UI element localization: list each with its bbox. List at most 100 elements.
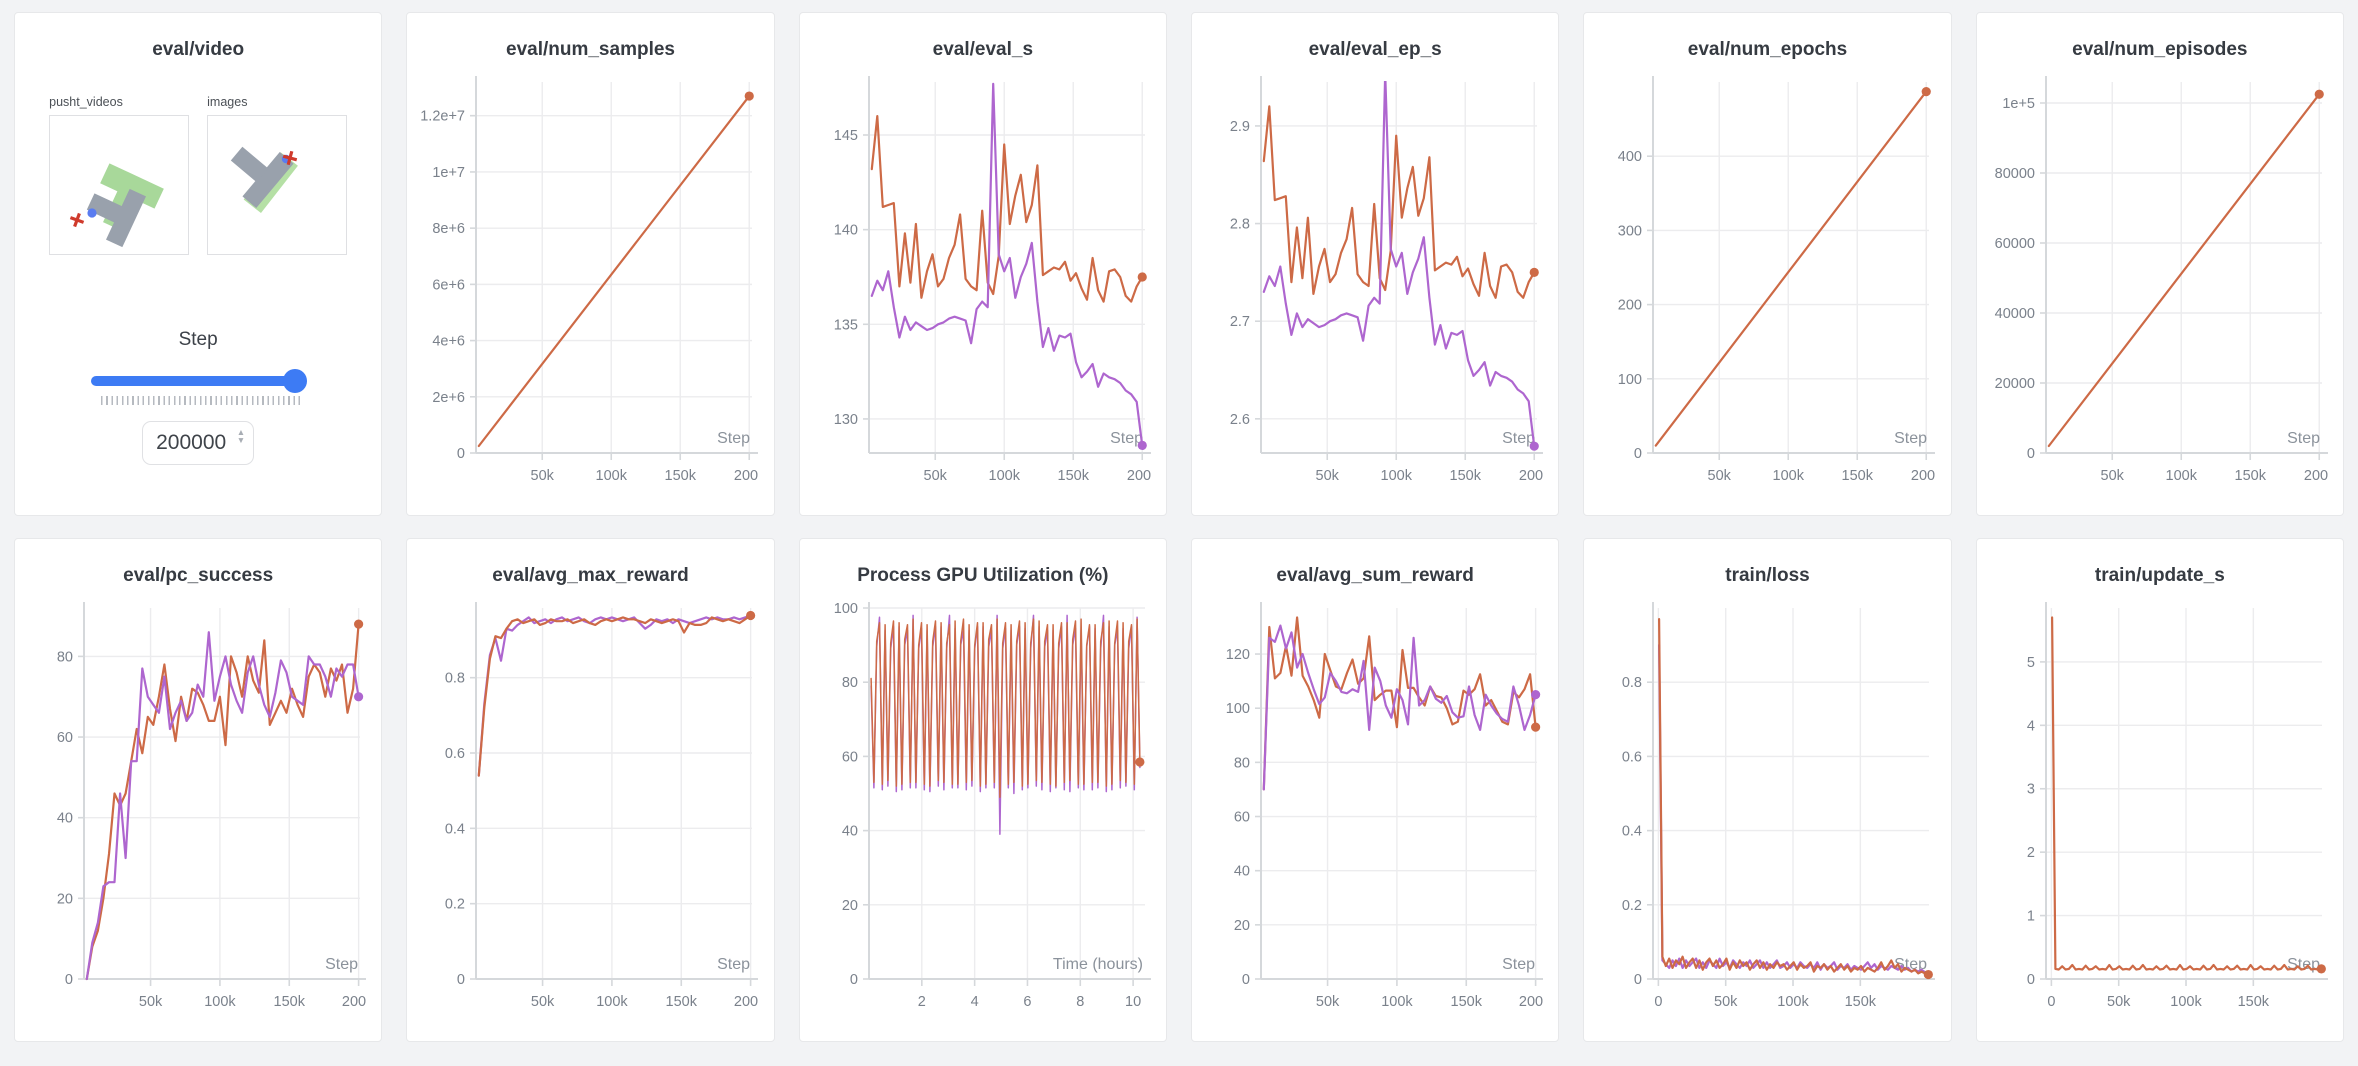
- x-axis-label: Step: [1502, 430, 1535, 447]
- svg-text:80: 80: [57, 649, 73, 665]
- panel-eval-num-samples: eval/num_samples 0 2e+6 4e+6 6e+6 8e+6 1e+7 1.2…: [406, 12, 775, 516]
- series-run: [1655, 90, 1928, 447]
- svg-text:50k: 50k: [1708, 468, 1732, 484]
- svg-text:100: 100: [834, 601, 858, 617]
- svg-text:50k: 50k: [2107, 994, 2131, 1010]
- step-slider[interactable]: [91, 368, 308, 393]
- svg-text:5: 5: [2027, 655, 2035, 671]
- svg-text:130: 130: [834, 412, 858, 428]
- series-run-orange: [870, 114, 1144, 303]
- chart-eval-num-epochs[interactable]: 0 100 200 300 400 50k 100k 150k 200 Step: [1595, 67, 1939, 501]
- svg-text:200: 200: [342, 994, 366, 1010]
- svg-text:80: 80: [1234, 755, 1250, 771]
- svg-text:50k: 50k: [1316, 994, 1340, 1010]
- svg-text:50k: 50k: [139, 994, 163, 1010]
- slider-track[interactable]: [91, 375, 306, 386]
- step-increment-icon[interactable]: ▲: [236, 426, 246, 437]
- svg-text:50k: 50k: [531, 994, 555, 1010]
- pusht-video-thumbnail[interactable]: [49, 114, 190, 255]
- svg-text:3: 3: [2027, 782, 2035, 798]
- svg-text:100k: 100k: [596, 468, 628, 484]
- step-slider-label: Step: [178, 328, 218, 350]
- svg-text:100k: 100k: [1778, 994, 1810, 1010]
- series-run-purple: [1262, 624, 1537, 791]
- svg-text:150k: 150k: [1450, 468, 1482, 484]
- chart-title: eval/num_samples: [506, 39, 675, 60]
- svg-text:400: 400: [1618, 149, 1642, 165]
- svg-text:40: 40: [57, 811, 73, 827]
- images-thumbnail[interactable]: [207, 114, 348, 255]
- series-run-orange: [478, 614, 753, 777]
- chart-eval-num-episodes[interactable]: 0 20000 40000 60000 80000 1e+5 50k 100k 150k 200 S…: [1988, 67, 2332, 501]
- chart-eval-num-samples[interactable]: 0 2e+6 4e+6 6e+6 8e+6 1e+7 1.2e+7 50k 100k 150k 20…: [418, 67, 762, 501]
- svg-text:2.6: 2.6: [1230, 412, 1250, 428]
- chart-train-loss[interactable]: 0 0.2 0.4 0.6 0.8 0 50k 100k 150k Step: [1595, 593, 1939, 1027]
- step-input-wrap: ▲ ▼: [142, 420, 255, 465]
- svg-text:4: 4: [970, 994, 978, 1010]
- slider-knob[interactable]: [283, 368, 308, 393]
- media-row: pusht_videos: [49, 95, 348, 255]
- svg-text:150k: 150k: [666, 994, 698, 1010]
- panel-eval-video: eval/video pusht_videos: [14, 12, 383, 516]
- svg-text:20000: 20000: [1995, 376, 2035, 392]
- svg-text:50k: 50k: [531, 468, 555, 484]
- chart-process-gpu-utilization[interactable]: 0 20 40 60 80 100 2 4 6 8 10 Time (hours): [811, 593, 1155, 1027]
- chart-eval-eval-s[interactable]: 130 135 140 145 50k 100k 150k 200 Step: [811, 67, 1155, 501]
- svg-text:200: 200: [1911, 468, 1935, 484]
- chart-eval-avg-max-reward[interactable]: 0 0.2 0.4 0.6 0.8 50k 100k 150k 200 Step: [418, 593, 762, 1027]
- svg-text:150k: 150k: [665, 468, 697, 484]
- chart-title: Process GPU Utilization (%): [857, 565, 1109, 586]
- series-run-purple: [85, 630, 360, 980]
- panel-eval-eval-s: eval/eval_s 130 135 140 145 50k 100k 150k 200 Ste…: [798, 12, 1167, 516]
- svg-text:60: 60: [1234, 809, 1250, 825]
- svg-text:150k: 150k: [1845, 994, 1877, 1010]
- svg-text:2: 2: [2027, 845, 2035, 861]
- step-value-input[interactable]: [142, 420, 255, 465]
- svg-text:4: 4: [2027, 718, 2035, 734]
- series-run-purple: [478, 614, 753, 777]
- chart-eval-eval-ep-s[interactable]: 2.6 2.7 2.8 2.9 50k 100k 150k 200 Step: [1203, 67, 1547, 501]
- chart-title: eval/pc_success: [123, 565, 274, 586]
- svg-text:150k: 150k: [1451, 994, 1483, 1010]
- svg-text:100k: 100k: [597, 994, 629, 1010]
- svg-text:100k: 100k: [988, 468, 1020, 484]
- x-axis-label: Step: [718, 956, 751, 973]
- svg-text:50k: 50k: [2100, 468, 2124, 484]
- svg-text:100k: 100k: [1773, 468, 1805, 484]
- x-axis-label: Step: [1895, 956, 1928, 973]
- series-run-orange: [85, 622, 360, 980]
- svg-text:0: 0: [1634, 446, 1642, 462]
- svg-text:50k: 50k: [923, 468, 947, 484]
- svg-text:200: 200: [1127, 468, 1151, 484]
- svg-text:2.8: 2.8: [1230, 216, 1250, 232]
- svg-text:40: 40: [1234, 864, 1250, 880]
- chart-eval-avg-sum-reward[interactable]: 0 20 40 60 80 100 120 50k 100k 150k 200 Step: [1203, 593, 1547, 1027]
- svg-text:20: 20: [57, 891, 73, 907]
- svg-text:2.9: 2.9: [1230, 119, 1250, 135]
- chart-eval-pc-success[interactable]: 0 20 40 60 80 50k 100k 150k 200 Step: [26, 593, 370, 1027]
- step-decrement-icon[interactable]: ▼: [236, 435, 246, 446]
- x-axis-label: Step: [325, 956, 358, 973]
- panel-eval-num-episodes: eval/num_episodes 0 20000 40000 60000 80000 1e…: [1975, 12, 2344, 516]
- svg-text:20: 20: [842, 898, 858, 914]
- x-axis-label: Step: [1502, 956, 1535, 973]
- svg-text:100: 100: [1226, 701, 1250, 717]
- svg-text:145: 145: [834, 128, 858, 144]
- series-run-purple: [870, 82, 1144, 447]
- chart-train-update-s[interactable]: 0 1 2 3 4 5 0 50k 100k 150k Step: [1988, 593, 2332, 1027]
- svg-text:100k: 100k: [1381, 468, 1413, 484]
- svg-text:0.2: 0.2: [1622, 898, 1642, 914]
- chart-title: eval/num_episodes: [2072, 39, 2248, 60]
- svg-text:200: 200: [2304, 468, 2328, 484]
- svg-text:100k: 100k: [2165, 468, 2197, 484]
- svg-text:200: 200: [1519, 994, 1543, 1010]
- chart-title: eval/eval_ep_s: [1308, 39, 1442, 60]
- svg-text:100k: 100k: [2170, 994, 2202, 1010]
- svg-text:8e+6: 8e+6: [433, 221, 466, 237]
- panel-eval-pc-success: eval/pc_success 0 20 40 60 80 50k 100k 150k 200 St…: [14, 538, 383, 1042]
- svg-text:140: 140: [834, 222, 858, 238]
- svg-text:0: 0: [1655, 994, 1663, 1010]
- x-axis-label: Step: [1110, 430, 1143, 447]
- svg-text:1e+7: 1e+7: [433, 165, 466, 181]
- svg-text:0: 0: [2027, 972, 2035, 988]
